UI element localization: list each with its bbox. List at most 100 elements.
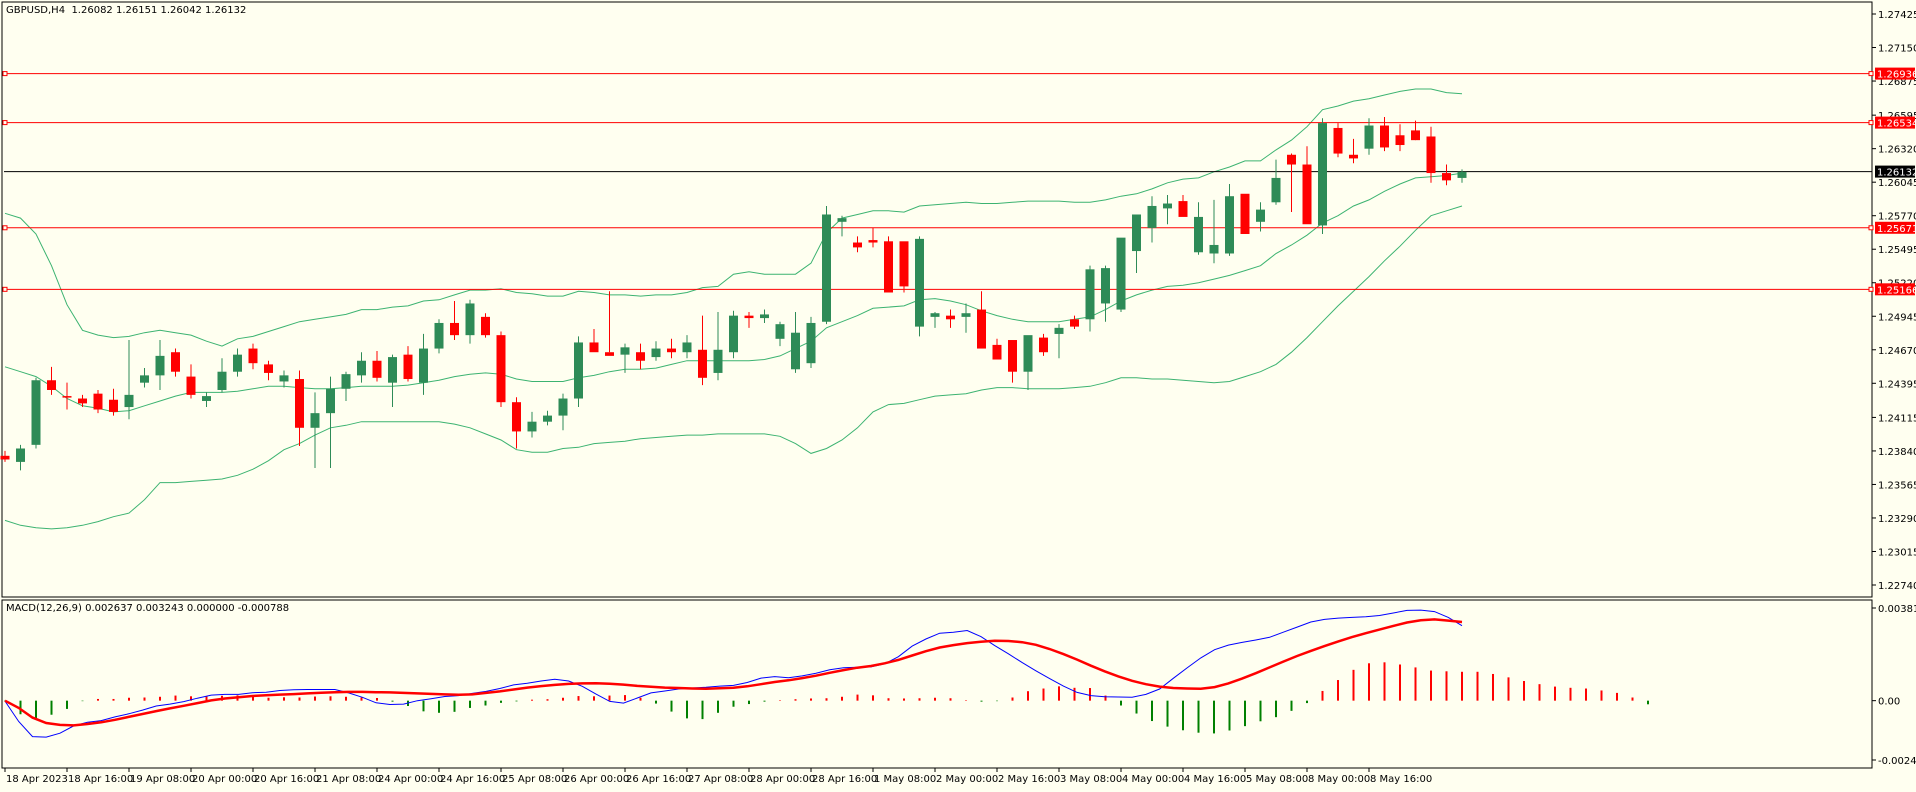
candle xyxy=(233,348,242,377)
candle xyxy=(1085,265,1095,332)
candle xyxy=(589,329,599,353)
candle xyxy=(1008,340,1017,383)
level-anchor-right[interactable] xyxy=(1868,71,1874,77)
candle-body xyxy=(1411,130,1420,141)
candle xyxy=(512,397,521,449)
level-anchor-right[interactable] xyxy=(1868,286,1874,292)
candle-body xyxy=(1333,127,1343,154)
candle xyxy=(899,241,909,293)
level-price-tag xyxy=(1875,221,1915,234)
price-tick-label: 1.23015 xyxy=(1878,547,1916,558)
candle-body xyxy=(372,360,382,378)
price-tick-label: 1.25495 xyxy=(1878,245,1916,256)
candle xyxy=(1256,202,1265,232)
candle xyxy=(837,215,847,237)
level-anchor-left[interactable] xyxy=(2,286,8,292)
candle xyxy=(558,393,568,431)
level-anchor-left[interactable] xyxy=(2,225,8,231)
time-tick-label: 18 Apr 16:00 xyxy=(68,774,133,785)
candle-body xyxy=(1054,327,1064,334)
time-tick-label: 4 May 16:00 xyxy=(1184,774,1246,785)
candle-body xyxy=(233,354,242,372)
price-tick-label: 1.27425 xyxy=(1878,10,1916,21)
bollinger-upper xyxy=(4,88,1463,347)
candle xyxy=(1411,120,1420,141)
candle xyxy=(1132,214,1141,273)
level-price-label: 1.25166 xyxy=(1877,285,1916,296)
candle-body xyxy=(124,394,134,408)
current-price-tag xyxy=(1875,165,1915,178)
candle-body xyxy=(636,352,645,361)
candle-body xyxy=(1395,135,1405,146)
candle xyxy=(326,376,335,468)
time-tick-label: 26 Apr 00:00 xyxy=(564,774,629,785)
candle-body xyxy=(248,348,258,364)
candle-body xyxy=(961,313,971,317)
current-price-label: 1.26132 xyxy=(1877,168,1916,179)
level-anchor-right[interactable] xyxy=(1868,225,1874,231)
candle xyxy=(760,309,769,323)
candle xyxy=(1163,194,1172,225)
candle-body xyxy=(946,315,955,320)
candle xyxy=(109,388,118,416)
time-tick-label: 24 Apr 00:00 xyxy=(378,774,443,785)
candle-body xyxy=(791,332,800,370)
candle-body xyxy=(481,316,490,336)
candle-body xyxy=(434,322,444,349)
level-anchor-right[interactable] xyxy=(1868,120,1874,126)
candle-body xyxy=(140,375,149,383)
candle-body xyxy=(171,352,180,372)
candle-body xyxy=(1085,269,1095,320)
time-tick-label: 3 May 08:00 xyxy=(1060,774,1122,785)
candle xyxy=(171,348,180,377)
candle xyxy=(1070,315,1079,330)
time-tick-label: 24 Apr 16:00 xyxy=(440,774,505,785)
time-tick-label: 8 May 16:00 xyxy=(1370,774,1432,785)
macd-frame xyxy=(1,599,1873,769)
candle xyxy=(31,377,41,449)
candle-body xyxy=(775,324,785,339)
time-tick-label: 27 Apr 08:00 xyxy=(688,774,753,785)
candle xyxy=(279,370,289,388)
candle-body xyxy=(1194,216,1203,253)
candle-body xyxy=(1023,335,1033,372)
candle-body xyxy=(822,214,831,322)
candle-body xyxy=(698,349,707,378)
level-price-label: 1.26936 xyxy=(1877,70,1916,81)
candle-body xyxy=(1287,154,1296,165)
level-price-tag xyxy=(1875,283,1915,296)
price-tick-label: 1.26320 xyxy=(1878,145,1916,156)
level-anchor-left[interactable] xyxy=(2,71,8,77)
candle-body xyxy=(326,388,335,414)
candle xyxy=(357,352,366,383)
time-tick-label: 25 Apr 08:00 xyxy=(502,774,567,785)
candle xyxy=(1240,193,1250,234)
candle xyxy=(403,346,413,382)
candle-body xyxy=(1318,123,1327,226)
candle xyxy=(1194,202,1203,255)
candle xyxy=(248,343,258,370)
candle-body xyxy=(1163,203,1172,209)
macd-signal-line xyxy=(4,618,1463,727)
candle xyxy=(620,343,630,373)
candle-body xyxy=(1039,337,1048,353)
candle-body xyxy=(93,393,103,410)
level-price-label: 1.26534 xyxy=(1877,119,1916,130)
candle xyxy=(1364,118,1374,155)
candle-body xyxy=(1116,237,1126,310)
level-anchor-left[interactable] xyxy=(2,120,8,126)
time-tick-label: 21 Apr 08:00 xyxy=(316,774,381,785)
price-tick-label: 1.26045 xyxy=(1878,178,1916,189)
candle xyxy=(822,205,831,325)
candle-body xyxy=(465,303,475,336)
candle-body xyxy=(1442,173,1451,181)
candle-body xyxy=(109,399,118,412)
candle-body xyxy=(868,240,878,243)
candle-body xyxy=(341,374,351,389)
candle xyxy=(1225,184,1234,256)
candle-body xyxy=(31,380,41,445)
candle-body xyxy=(1271,177,1281,203)
candle xyxy=(853,236,862,253)
